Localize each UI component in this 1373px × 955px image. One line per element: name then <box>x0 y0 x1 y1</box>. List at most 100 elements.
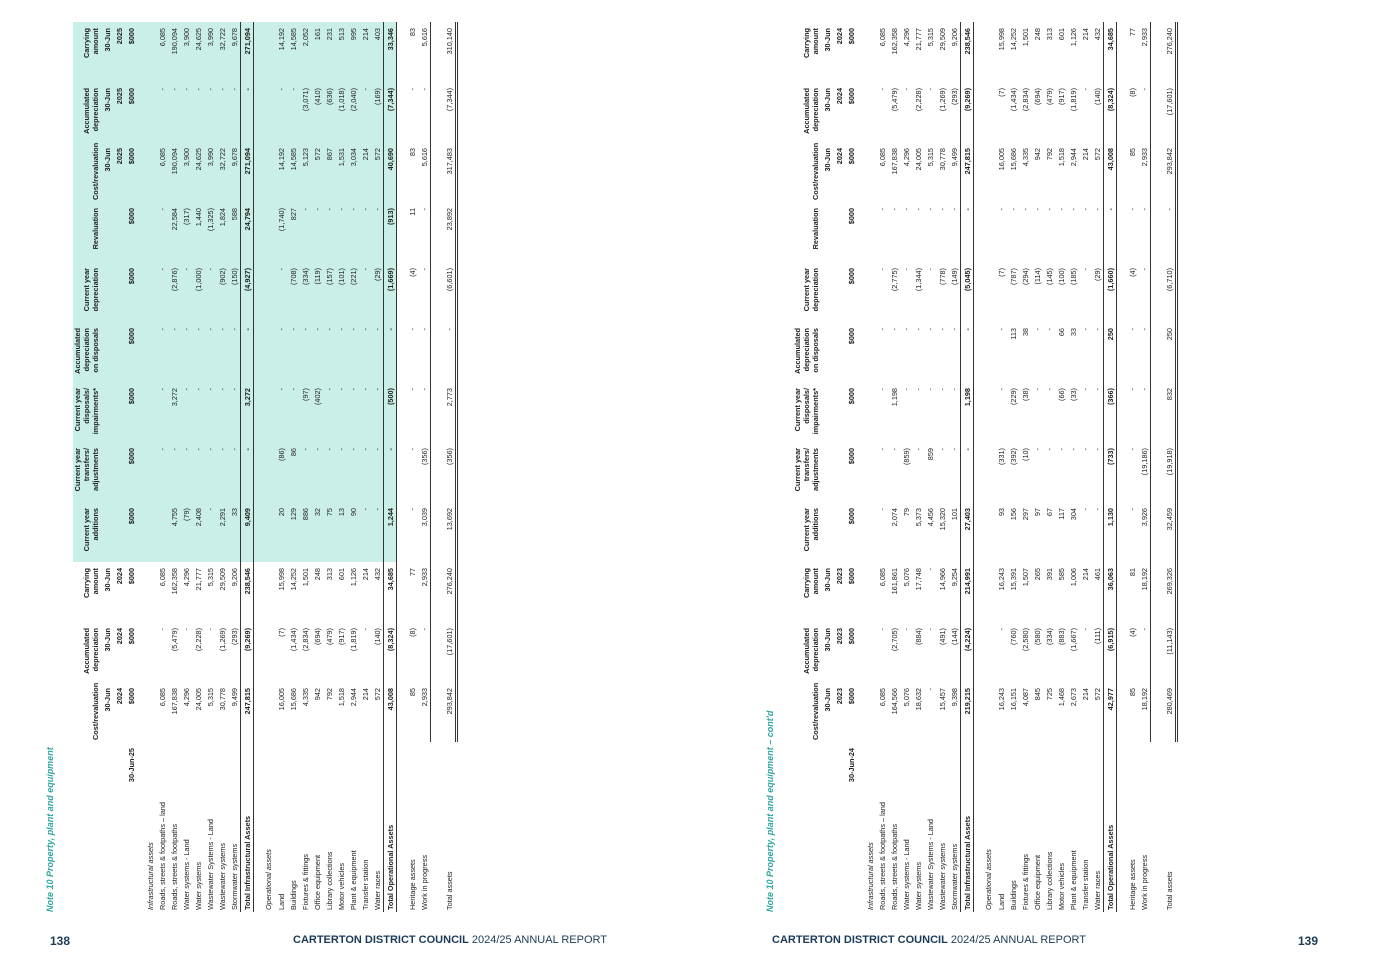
cell: 14,252 <box>1008 28 1018 51</box>
header-text: Current year <box>82 508 91 552</box>
row: Work in progress 18,192 - 18,192 3,926 (19,18… <box>1138 22 1151 912</box>
cell: 20 <box>275 502 287 562</box>
cell: - <box>240 82 254 142</box>
cell: 792 <box>324 688 334 701</box>
column-header <box>112 202 124 262</box>
row-label: Stormwater systems <box>229 843 239 910</box>
header-text: $000 <box>847 208 856 225</box>
cell: (8,324) <box>383 622 397 682</box>
cell: 18,192 <box>1139 688 1149 711</box>
cell: 9,409 <box>240 502 254 562</box>
cell: 5,373 <box>913 508 923 527</box>
row: Roads, streets & footpaths 164,566 (2,705)… <box>888 22 900 912</box>
cell: (331) <box>996 448 1006 466</box>
cell: 13,692 <box>430 502 457 562</box>
cell: 214 <box>1080 568 1090 581</box>
row-label: Roads, streets & footpaths <box>169 824 179 910</box>
cell: - <box>335 202 347 262</box>
cell: - <box>156 442 168 502</box>
cell: - <box>407 88 417 91</box>
header-text: Accumulated depreciation <box>793 328 811 374</box>
cell: 75 <box>323 502 335 562</box>
cell: - <box>996 628 1006 631</box>
column-header: $000 <box>844 142 856 202</box>
cell: (356) <box>419 448 429 466</box>
cell <box>253 502 275 562</box>
row: Office equipment 845 (580) 265 97 - - - (114) - 94… <box>1031 22 1043 912</box>
footer: CARTERTON DISTRICT COUNCIL 2024/25 ANNUA… <box>293 934 607 946</box>
cell: 9,499 <box>949 148 959 167</box>
row: Water races 572 (140) 432- - - - (29) -572 (169) 4… <box>371 22 384 912</box>
cell: - <box>419 328 429 331</box>
header-text: Accumulated depreciation <box>82 88 100 134</box>
cell: - <box>1092 208 1102 211</box>
row: Motor vehicles 1,468 (883) 585 117 - (66) 66 (10… <box>1055 22 1067 912</box>
column-header: Current year disposals/ impairments* <box>793 382 820 442</box>
cell: (100) <box>1056 268 1066 286</box>
cell: - <box>925 628 935 631</box>
cell: - <box>901 328 911 331</box>
cell: - <box>913 328 923 331</box>
cell: - <box>877 88 887 91</box>
row-label: Plant & equipment <box>1068 850 1078 910</box>
cell: - <box>1080 388 1090 391</box>
header-text: Accumulated depreciation <box>82 628 100 674</box>
cell: 293,842 <box>430 682 457 742</box>
cell: (1,344) <box>913 268 923 292</box>
cell: - <box>371 322 384 382</box>
row: Total assets 280,469 (11,143) 269,326 32,459… <box>1150 22 1177 912</box>
cell: - <box>323 442 335 502</box>
title: Note 10 Property, plant and equipment <box>45 747 55 912</box>
cell: 1,126 <box>348 568 358 587</box>
cell: (1,325) <box>204 202 216 262</box>
row: Water systems - Land 5,076 - 5,076 79 (859) - -… <box>900 22 912 912</box>
cell <box>856 142 876 202</box>
header-text: $000 <box>127 508 136 525</box>
row-label: Transfer station <box>360 859 370 910</box>
cell: (913) <box>383 202 397 262</box>
cell: 9,678 <box>228 142 241 202</box>
cell: - <box>1080 628 1090 631</box>
blank <box>112 742 124 912</box>
row-label: Land <box>996 893 1006 910</box>
cell: 33 <box>1068 328 1078 337</box>
column-header: $000 <box>124 82 136 142</box>
header-text: disposals/ impairments* <box>802 388 820 435</box>
cell: 271,094 <box>240 22 254 82</box>
cell: 845 <box>1032 688 1042 701</box>
cell <box>974 562 996 622</box>
cell: 5,616 <box>419 28 429 47</box>
cell: - <box>1032 208 1042 211</box>
column-header: 30-Jun <box>820 142 832 202</box>
column-header: 30-Jun <box>820 22 832 82</box>
cell <box>856 682 876 742</box>
cell <box>253 262 275 322</box>
cell: 1,501 <box>1020 28 1030 47</box>
cell: 14,192 <box>275 22 287 82</box>
cell: 280,469 <box>1150 682 1177 742</box>
cell: - <box>1068 448 1078 451</box>
cell: (2,040) <box>347 82 359 142</box>
cell: - <box>335 442 347 502</box>
column-header: Accumulated depreciation on disposals <box>793 322 820 382</box>
column-header: Current year disposals/ impairments* <box>73 382 100 442</box>
row: Operational assets <box>253 22 275 912</box>
cell: 190,094 <box>168 142 180 202</box>
cell <box>974 322 996 382</box>
cell: - <box>1092 448 1102 451</box>
cell: - <box>877 208 887 211</box>
row-label: Buildings <box>288 880 298 910</box>
cell: 585 <box>1056 568 1066 581</box>
cell: 886 <box>299 502 311 562</box>
cell: 214 <box>360 568 370 581</box>
cell: 214 <box>1080 28 1090 41</box>
cell: 22,584 <box>168 202 180 262</box>
cell <box>253 202 275 262</box>
row: Total Infrastructural Assets 247,815 (9,26… <box>240 22 254 912</box>
row: Fixtures & fittings 4,335 (2,834) 1,501 886-… <box>299 22 311 912</box>
cell: (580) <box>1032 628 1042 646</box>
cell: 13 <box>335 502 347 562</box>
header-row: 2024 2024 2024 2025 2025 2025 <box>112 22 124 912</box>
cell: 83 <box>407 28 417 37</box>
cell: 4,456 <box>925 508 935 527</box>
